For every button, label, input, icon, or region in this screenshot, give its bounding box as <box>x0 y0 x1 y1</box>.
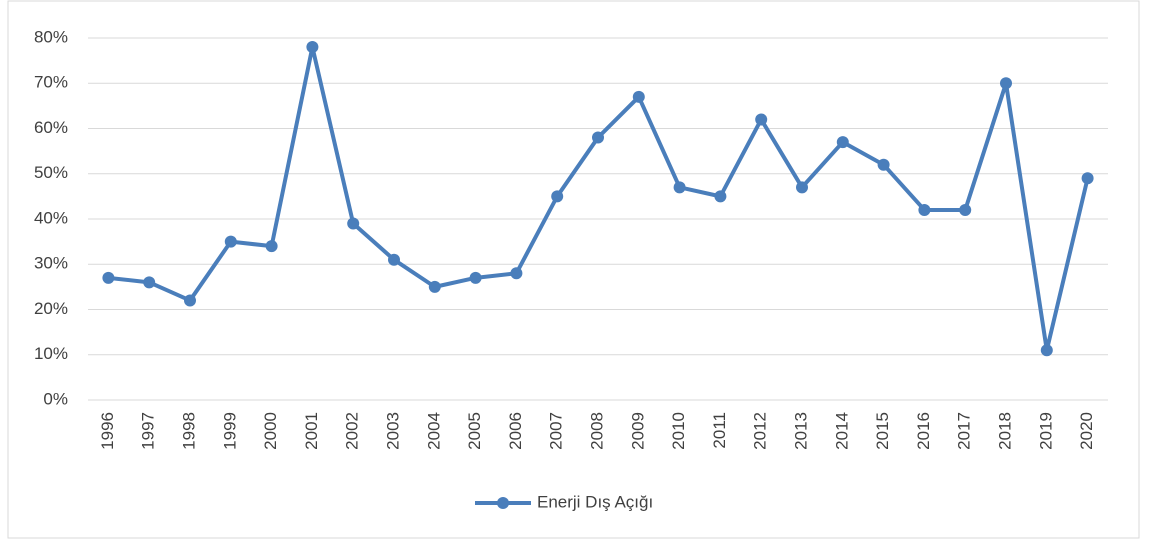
x-tick-label: 2009 <box>628 412 647 450</box>
x-tick-label: 1996 <box>98 412 117 450</box>
point <box>265 240 278 253</box>
point <box>224 235 237 248</box>
point <box>510 267 523 280</box>
point <box>632 90 645 103</box>
y-tick-label: 80% <box>34 27 68 46</box>
point <box>306 41 319 54</box>
y-tick-label: 40% <box>34 208 68 227</box>
x-tick-label: 2017 <box>955 412 974 450</box>
x-tick-label: 2010 <box>669 412 688 450</box>
y-tick-label: 60% <box>34 118 68 137</box>
point <box>918 203 931 216</box>
point <box>551 190 564 203</box>
x-tick-label: 2013 <box>791 412 810 450</box>
x-tick-label: 2004 <box>424 412 443 450</box>
x-tick-label: 2008 <box>587 412 606 450</box>
x-tick-label: 2003 <box>383 412 402 450</box>
x-tick-label: 2012 <box>751 412 770 450</box>
x-tick-label: 2005 <box>465 412 484 450</box>
x-tick-label: 2007 <box>547 412 566 450</box>
point <box>143 276 156 289</box>
y-tick-label: 50% <box>34 163 68 182</box>
x-tick-label: 2019 <box>1036 412 1055 450</box>
y-tick-label: 30% <box>34 254 68 273</box>
point <box>673 181 686 194</box>
point <box>1040 344 1053 357</box>
x-tick-label: 2018 <box>995 412 1014 450</box>
point <box>428 280 441 293</box>
x-tick-label: 1999 <box>220 412 239 450</box>
x-tick-label: 2006 <box>506 412 525 450</box>
point <box>959 203 972 216</box>
point <box>102 271 115 284</box>
chart-frame <box>7 0 1140 539</box>
y-tick-label: 70% <box>34 73 68 92</box>
x-tick-label: 2011 <box>710 412 729 449</box>
x-tick-label: 2001 <box>302 412 321 450</box>
point <box>714 190 727 203</box>
x-tick-label: 2000 <box>261 412 280 450</box>
legend-label: Enerji Dış Açığı <box>537 492 653 511</box>
x-tick-label: 2002 <box>343 412 362 450</box>
x-tick-label: 2020 <box>1077 412 1096 450</box>
point <box>184 294 196 307</box>
point <box>1081 172 1094 185</box>
point <box>877 158 890 171</box>
x-tick-label: 2014 <box>832 412 851 450</box>
x-tick-label: 2016 <box>914 412 933 450</box>
x-tick-label: 1998 <box>179 412 198 450</box>
point <box>592 131 604 144</box>
x-tick-label: 1997 <box>139 412 158 450</box>
point <box>755 113 768 126</box>
point <box>1000 77 1012 90</box>
x-tick-label: 2015 <box>873 412 892 450</box>
y-tick-label: 0% <box>43 389 68 408</box>
y-tick-label: 10% <box>34 344 68 363</box>
point <box>388 253 400 266</box>
legend-marker <box>497 497 509 509</box>
point <box>796 181 808 194</box>
point <box>347 217 360 230</box>
point <box>836 136 849 149</box>
point <box>469 271 482 284</box>
y-tick-label: 20% <box>34 299 68 318</box>
